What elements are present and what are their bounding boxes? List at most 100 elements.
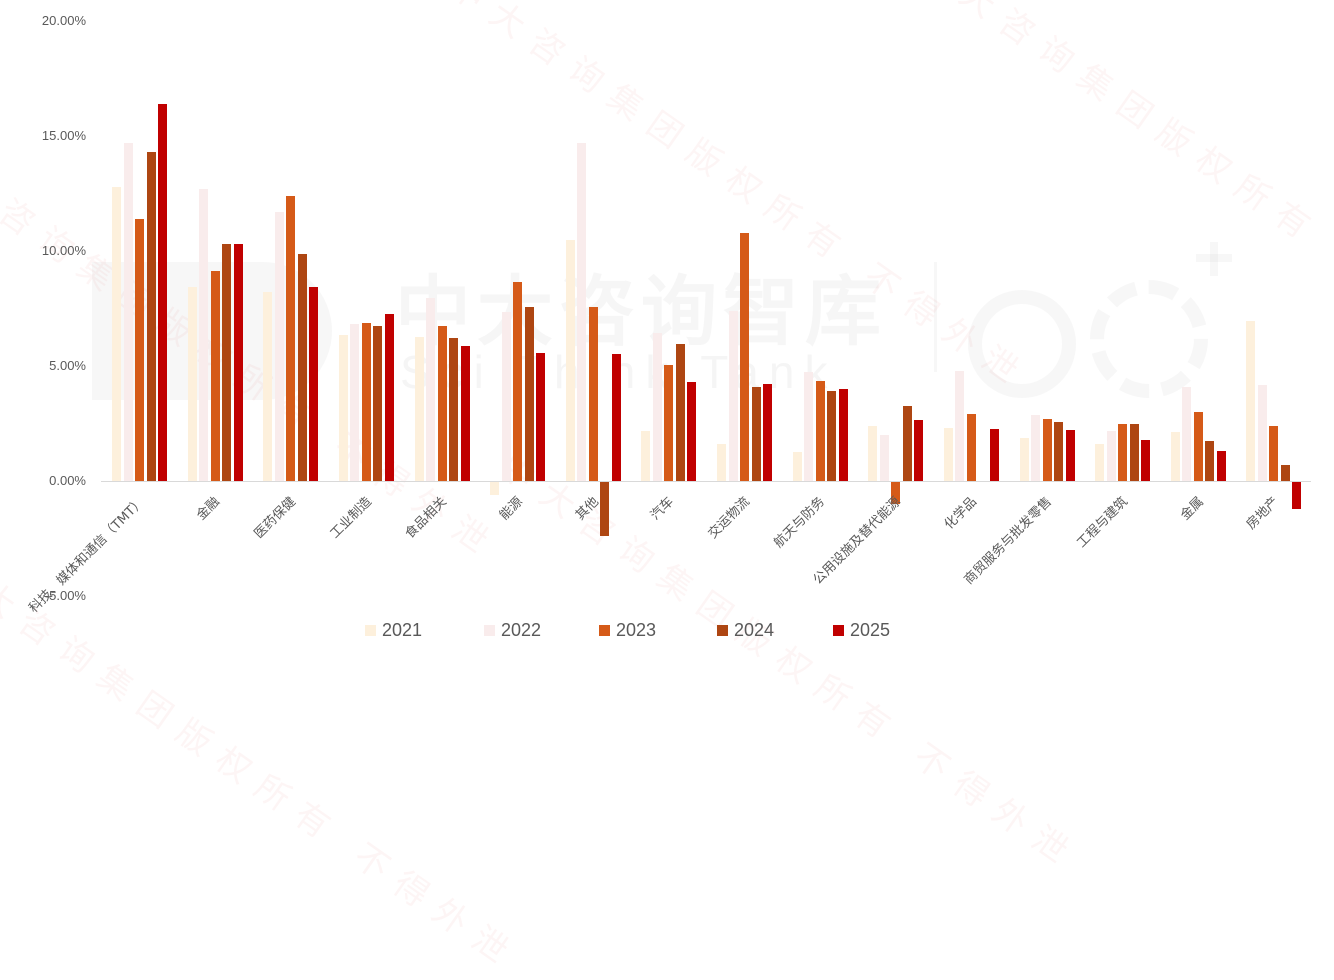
bar-2022 <box>1106 431 1116 481</box>
x-tick-label: 金属 <box>1177 494 1207 524</box>
bar-2023 <box>513 282 523 481</box>
x-tick-label: 金融 <box>194 494 224 524</box>
x-tick-label: 汽车 <box>648 494 678 524</box>
bar-2022 <box>1182 386 1192 481</box>
bar-2025 <box>1065 429 1075 481</box>
bar-2024 <box>373 325 383 481</box>
bar-2021 <box>338 334 348 481</box>
bar-2022 <box>350 323 360 481</box>
watermark-plus-icon-v <box>1210 242 1218 276</box>
bar-2022 <box>199 188 209 481</box>
bar-2021 <box>943 427 953 481</box>
watermark-brand-cn: 中大咨询智库 <box>395 267 887 356</box>
y-tick-label: 20.00% <box>41 13 86 28</box>
legend-item-2025[interactable]: 2025 <box>833 620 890 641</box>
watermark-plus-icon <box>1196 254 1232 262</box>
bar-chart: 中大咨询智库 Sci Think Tank 中大咨询集团版权所有 不得外泄 中大… <box>0 13 1334 644</box>
legend-label: 2022 <box>501 620 542 640</box>
bar-2024 <box>675 343 685 481</box>
bar-2021 <box>263 292 273 481</box>
bar-2024 <box>524 307 534 481</box>
x-tick-label: 房地产 <box>1243 494 1283 533</box>
watermark-logo-3-icon <box>968 290 1076 398</box>
x-tick-label: 航天与防务 <box>771 494 829 551</box>
bar-2021 <box>1019 437 1029 481</box>
bar-2023 <box>1269 426 1279 481</box>
bar-2022 <box>652 333 662 481</box>
bar-2022 <box>1257 385 1267 481</box>
bar-2024 <box>449 337 458 481</box>
bar-2025 <box>233 244 243 481</box>
bar-2024 <box>600 482 610 536</box>
bar-2021 <box>868 425 878 481</box>
bar-2023 <box>1042 418 1052 481</box>
bar-2025 <box>989 428 999 481</box>
y-tick-label: -5.00% <box>44 588 86 603</box>
y-tick-label: 0.00% <box>49 473 86 488</box>
bar-2022 <box>728 311 738 481</box>
bar-2024 <box>1129 423 1139 481</box>
x-tick-label: 医药保健 <box>251 494 300 542</box>
x-tick-label: 其他 <box>572 494 602 524</box>
bar-2021 <box>792 452 802 481</box>
x-tick-label: 食品相关 <box>402 494 451 542</box>
bar-2022 <box>804 372 814 481</box>
bar-2021 <box>565 239 575 481</box>
bar-2025 <box>536 353 546 481</box>
bar-2021 <box>1170 432 1180 481</box>
bar-2024 <box>1280 464 1290 481</box>
y-tick-label: 10.00% <box>41 243 86 258</box>
bar-2025 <box>687 382 697 481</box>
y-tick-label: 5.00% <box>49 358 86 373</box>
watermark-divider <box>934 262 937 372</box>
bar-2025 <box>158 103 167 481</box>
legend-label: 2021 <box>382 620 423 640</box>
x-tick-label: 工程与建筑 <box>1074 494 1131 551</box>
legend-swatch-icon <box>365 625 376 636</box>
x-tick-label: 科技、媒体和通信（TMT） <box>26 494 148 617</box>
bar-2024 <box>751 386 761 481</box>
legend-item-2022[interactable]: 2022 <box>484 620 541 641</box>
watermark-logo-sun-icon <box>1090 280 1208 398</box>
bar-2025 <box>384 313 394 481</box>
legend-item-2021[interactable]: 2021 <box>365 620 422 641</box>
x-tick-label: 化学品 <box>941 494 980 533</box>
x-tick-label: 公用设施及替代能源 <box>810 494 905 588</box>
bar-2023 <box>1193 412 1203 481</box>
bar-2021 <box>641 431 651 481</box>
legend-swatch-icon <box>717 625 728 636</box>
bar-2024 <box>1205 440 1215 481</box>
bar-2021 <box>1095 443 1105 481</box>
bar-2023 <box>966 413 976 481</box>
bar-2025 <box>1216 451 1226 481</box>
bar-2023 <box>815 380 825 481</box>
bar-2025 <box>1292 482 1302 509</box>
legend-swatch-icon <box>833 625 844 636</box>
bar-2021 <box>112 186 121 481</box>
legend-swatch-icon <box>599 625 610 636</box>
bar-2023 <box>891 482 901 504</box>
bar-2021 <box>1246 320 1256 481</box>
bar-2023 <box>286 195 296 481</box>
legend: 2021 2022 2023 2024 2025 <box>0 620 1334 644</box>
bar-2023 <box>1118 423 1128 481</box>
bar-2021 <box>414 336 424 481</box>
legend-item-2024[interactable]: 2024 <box>717 620 774 641</box>
bar-2023 <box>588 306 598 481</box>
bar-2024 <box>297 253 307 481</box>
bar-2022 <box>501 311 511 481</box>
bar-2022 <box>274 211 284 481</box>
bar-2021 <box>717 444 726 481</box>
y-tick-label: 15.00% <box>41 128 86 143</box>
x-tick-label: 工业制造 <box>327 494 375 542</box>
bar-2024 <box>902 405 912 481</box>
bar-2023 <box>437 325 447 481</box>
legend-label: 2025 <box>850 620 891 640</box>
bar-2023 <box>210 270 220 481</box>
x-tick-label: 能源 <box>496 494 526 524</box>
bar-2025 <box>309 286 319 481</box>
bar-2025 <box>1141 440 1151 481</box>
bar-2024 <box>146 152 156 481</box>
bar-2024 <box>1054 421 1063 481</box>
legend-item-2023[interactable]: 2023 <box>599 620 656 641</box>
